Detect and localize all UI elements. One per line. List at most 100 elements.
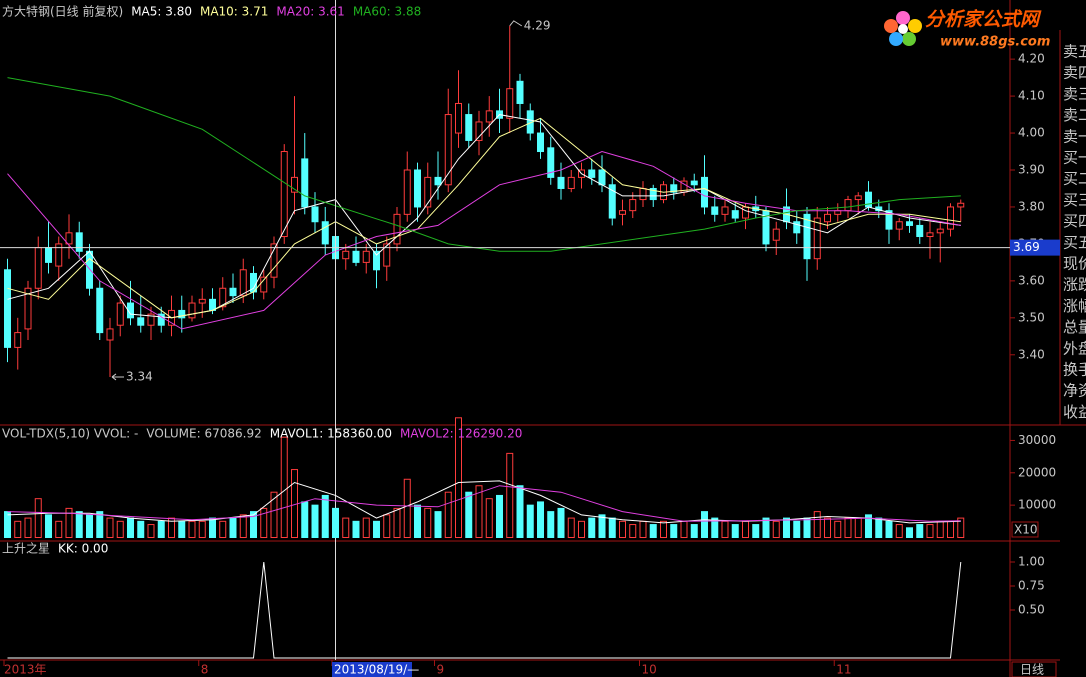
volume-bar [55, 520, 63, 539]
volume-bar [342, 517, 350, 539]
volume-bar [557, 507, 565, 539]
sidebar-label: 外盘 [1063, 339, 1086, 357]
volume-bar [783, 517, 790, 539]
candle-body [55, 243, 63, 267]
candle-body [321, 221, 329, 245]
candle-body [270, 243, 278, 278]
volume-bar [506, 452, 514, 538]
logo-center [898, 24, 908, 34]
y-tick-label: 0.75 [1018, 579, 1045, 593]
volume-bar [865, 514, 872, 539]
legend-entry: MA5: 3.80 [131, 5, 192, 19]
volume-bar [362, 517, 370, 539]
volume-bar [280, 436, 288, 538]
period-label[interactable]: 日线 [1020, 663, 1044, 677]
candle-body [4, 269, 11, 348]
sidebar-label: 卖一 [1063, 127, 1086, 145]
volume-bar [260, 507, 268, 539]
logo-petal [902, 32, 916, 46]
x-tick-label: 10 [642, 663, 657, 677]
volume-bar [895, 524, 903, 539]
volume-bar [403, 478, 411, 539]
volume-bar [116, 520, 124, 539]
volume-bar [86, 514, 93, 539]
volume-bar [229, 517, 237, 539]
period-tab[interactable] [1011, 661, 1057, 677]
volume-bar [455, 417, 462, 539]
y-tick-label: 3.40 [1018, 347, 1045, 361]
volume-bar [813, 511, 821, 538]
sidebar-label: 买一 [1063, 149, 1086, 167]
sidebar-label: 买四 [1063, 212, 1086, 230]
volume-bar [137, 520, 145, 539]
sidebar-label: 卖二 [1063, 106, 1086, 124]
crosshair-label-box [1010, 239, 1060, 256]
sidebar-label: 卖五 [1063, 43, 1086, 61]
annotation: 3.34 [126, 369, 153, 383]
candle-body [352, 250, 360, 263]
volume-bar [608, 517, 616, 539]
candle-body [342, 250, 350, 260]
y-tick-label: 3.60 [1018, 273, 1045, 287]
legend-entry: KK: 0.00 [58, 542, 108, 556]
volume-bar [690, 524, 698, 539]
candle-body [239, 269, 247, 297]
candle-body [86, 250, 93, 289]
candle-body [844, 199, 852, 212]
x-tick-label: 9 [437, 663, 445, 677]
sidebar-label: 卖四 [1063, 64, 1086, 82]
panel-title: 上升之星 [2, 542, 50, 556]
line [7, 114, 961, 319]
line [7, 480, 961, 524]
candle-body [219, 287, 227, 308]
candle-body [424, 176, 432, 208]
candle-body [383, 243, 391, 267]
candle-body [906, 221, 913, 226]
volume-bar [393, 507, 401, 539]
candle-body [178, 309, 186, 319]
candle-body [434, 176, 442, 186]
volume-bar [588, 517, 596, 539]
sidebar-label: 买三 [1063, 191, 1086, 209]
volume-bar [926, 524, 934, 539]
annotation-pointer [111, 373, 124, 381]
candle-body [639, 187, 647, 201]
candle-body [362, 250, 370, 263]
volume-bar [854, 517, 862, 539]
volume-bar [762, 517, 770, 539]
candle-body [824, 213, 831, 223]
volume-bar [701, 511, 708, 538]
candle-body [772, 228, 780, 241]
sidebar-label: 现价 [1063, 255, 1086, 273]
candle-body [414, 169, 421, 208]
y-tick-label: 3.80 [1018, 199, 1045, 213]
volume-bar [168, 517, 175, 539]
candle-body [444, 114, 452, 186]
legend-entry: MAVOL1: 158360.00 [270, 427, 392, 441]
y-tick-label: 20000 [1018, 465, 1056, 479]
legend-entry: VOLUME: 67086.92 [146, 427, 261, 441]
volume-bar [660, 520, 667, 539]
y-tick-label: 4.10 [1018, 89, 1045, 103]
sidebar-label: 收益 [1063, 403, 1086, 421]
annotation-pointer [509, 20, 523, 27]
volume-bar [936, 520, 944, 539]
y-tick-label: 4.00 [1018, 126, 1045, 140]
logo-petal [896, 11, 910, 25]
candle-body [701, 176, 708, 208]
candle-body [742, 206, 749, 219]
logo: 分析家公式网 www.88gs.com [884, 9, 1050, 50]
sidebar-label: 换手 [1063, 361, 1086, 379]
logo-name: 分析家公式网 [925, 9, 1042, 31]
candle-body [291, 176, 298, 193]
volume-bar [383, 514, 391, 539]
volume-bar [670, 524, 678, 539]
candle-body [957, 202, 965, 208]
volume-bar [465, 491, 473, 538]
candle-body [649, 187, 657, 201]
volume-bar [485, 498, 493, 539]
volume-bar [578, 520, 585, 539]
candle-body [403, 169, 411, 215]
candle-body [147, 313, 155, 326]
